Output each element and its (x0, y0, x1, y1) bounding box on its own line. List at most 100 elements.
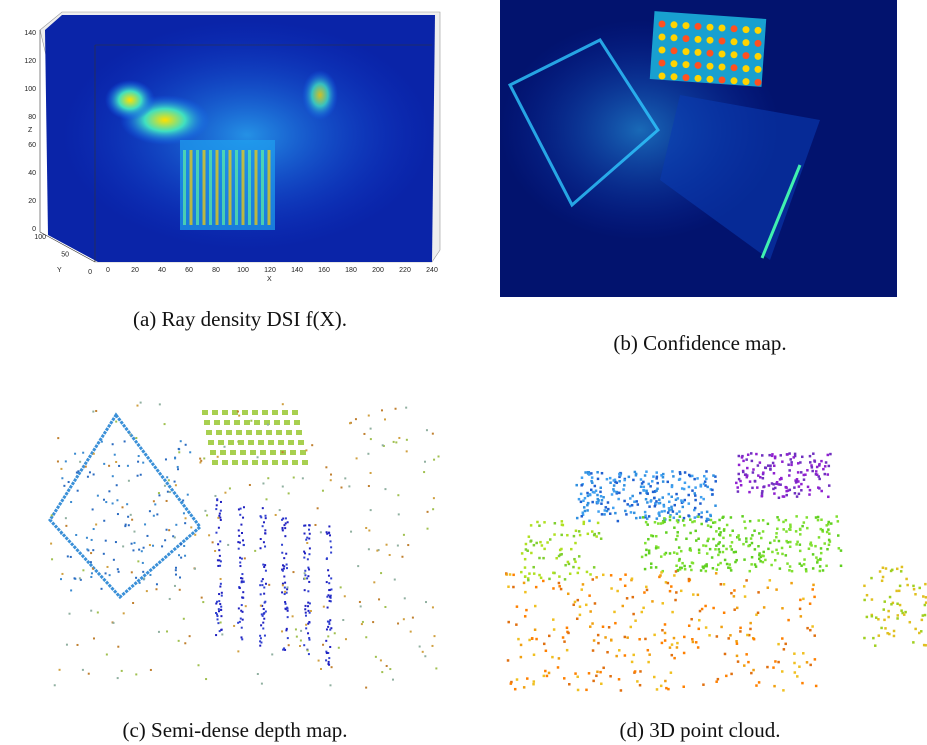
point (254, 550, 256, 552)
point (793, 652, 796, 655)
point (655, 566, 658, 569)
point (761, 490, 764, 493)
point (820, 490, 823, 493)
point (809, 455, 812, 458)
point (764, 559, 767, 562)
dot (707, 50, 714, 57)
point (174, 585, 176, 587)
point (761, 454, 764, 457)
point (763, 606, 766, 609)
point (685, 538, 688, 541)
point (220, 510, 222, 512)
point (166, 630, 168, 632)
point (370, 509, 372, 511)
point (220, 501, 222, 503)
point (263, 566, 265, 568)
point (694, 516, 697, 519)
point (208, 534, 210, 536)
point (783, 648, 786, 651)
point (774, 660, 777, 663)
point (711, 489, 714, 492)
point (658, 498, 661, 501)
point (825, 565, 828, 568)
point (771, 453, 774, 456)
point (286, 588, 288, 590)
point (913, 588, 916, 591)
y-tick-label: 50 (61, 251, 69, 258)
point (759, 560, 762, 563)
point (828, 484, 831, 487)
point (204, 420, 210, 425)
point (796, 495, 799, 498)
point (261, 580, 263, 582)
point (818, 536, 821, 539)
point (531, 637, 534, 640)
dot (755, 27, 762, 34)
point (798, 493, 801, 496)
point (863, 599, 866, 602)
point (90, 552, 92, 554)
dot (707, 63, 714, 70)
point (803, 478, 806, 481)
point (622, 605, 625, 608)
point (117, 646, 119, 648)
dot (671, 60, 678, 67)
point (528, 535, 531, 538)
point (220, 583, 222, 585)
point (754, 548, 757, 551)
point (97, 611, 99, 613)
point (752, 471, 755, 474)
point (683, 636, 686, 639)
point (733, 608, 736, 611)
point (818, 463, 821, 466)
point (651, 600, 654, 603)
point (641, 482, 644, 485)
point (525, 609, 528, 612)
point (924, 583, 927, 586)
point (327, 635, 329, 637)
point (283, 576, 285, 578)
point (634, 471, 637, 474)
point (656, 482, 659, 485)
point (252, 410, 258, 415)
point (95, 523, 97, 525)
point (780, 478, 783, 481)
point (221, 633, 223, 635)
point (220, 615, 222, 617)
point (263, 618, 265, 620)
point (694, 499, 697, 502)
point (266, 498, 268, 500)
point (712, 538, 715, 541)
point (671, 611, 674, 614)
point (309, 533, 311, 535)
point (287, 610, 289, 612)
point (75, 534, 77, 536)
point (819, 528, 822, 531)
point (123, 612, 125, 614)
point (589, 573, 592, 576)
point (174, 536, 176, 538)
point (775, 532, 778, 535)
point (514, 688, 517, 691)
point (693, 492, 696, 495)
point (880, 627, 883, 630)
point (406, 450, 408, 452)
point (771, 551, 774, 554)
point (665, 531, 668, 534)
point (303, 644, 305, 646)
point (592, 491, 595, 494)
point (590, 472, 593, 475)
point (239, 557, 241, 559)
point (676, 535, 679, 538)
point (808, 547, 811, 550)
point (93, 473, 95, 475)
point (636, 680, 639, 683)
point (541, 544, 544, 547)
point (613, 490, 616, 493)
dot (659, 47, 666, 54)
point (719, 534, 722, 537)
point (752, 468, 755, 471)
point (282, 460, 288, 465)
point (153, 515, 155, 517)
point (577, 689, 580, 692)
